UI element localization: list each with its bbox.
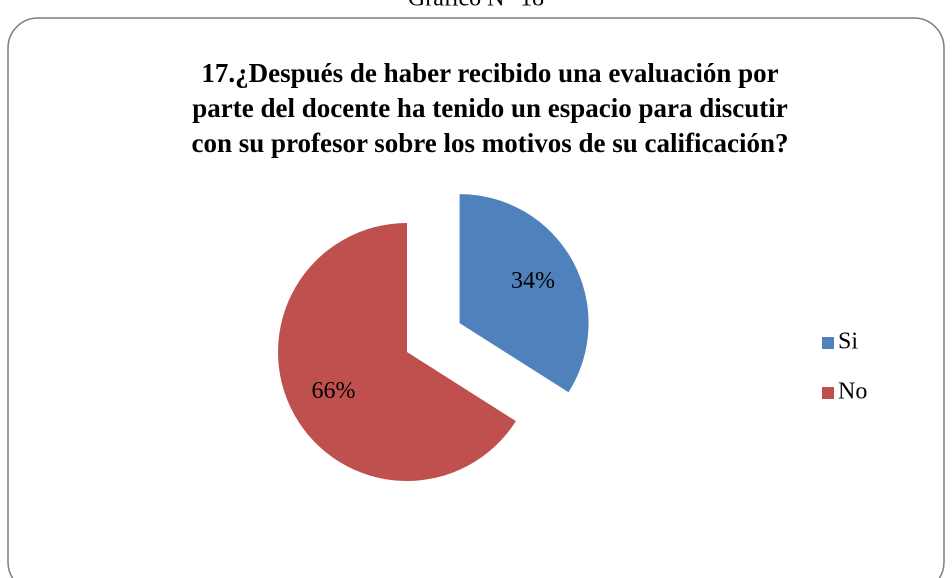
chart-title: con su profesor sobre los motivos de su …	[191, 128, 788, 158]
legend-swatch	[822, 387, 834, 399]
pie-slice	[459, 194, 589, 393]
pie-slice	[278, 223, 516, 482]
chart-title: parte del docente ha tenido un espacio p…	[192, 93, 788, 123]
legend-label: Si	[838, 329, 858, 355]
legend-label: No	[838, 379, 867, 405]
chart-title: 17.¿Después de haber recibido una evalua…	[201, 58, 778, 88]
data-label: 34%	[511, 268, 555, 294]
caption: Gráfico N° 18	[408, 0, 544, 12]
data-label: 66%	[312, 378, 356, 404]
legend-swatch	[822, 337, 834, 349]
